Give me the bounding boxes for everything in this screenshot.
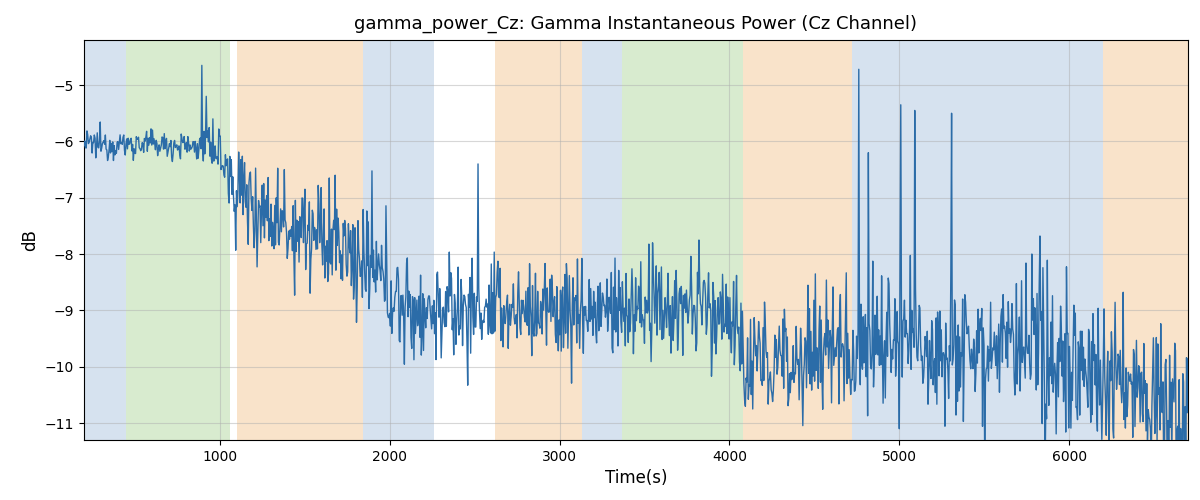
- Bar: [623, 40, 743, 440]
- Bar: [84, 40, 126, 440]
- Y-axis label: dB: dB: [22, 229, 40, 251]
- X-axis label: Time(s): Time(s): [605, 470, 667, 488]
- Title: gamma_power_Cz: Gamma Instantaneous Power (Cz Channel): gamma_power_Cz: Gamma Instantaneous Powe…: [354, 15, 918, 33]
- Bar: [362, 40, 434, 440]
- Bar: [236, 40, 362, 440]
- Bar: [852, 40, 1103, 440]
- Bar: [743, 40, 852, 440]
- Bar: [496, 40, 582, 440]
- Bar: [126, 40, 230, 440]
- Bar: [582, 40, 623, 440]
- Bar: [1103, 40, 1188, 440]
